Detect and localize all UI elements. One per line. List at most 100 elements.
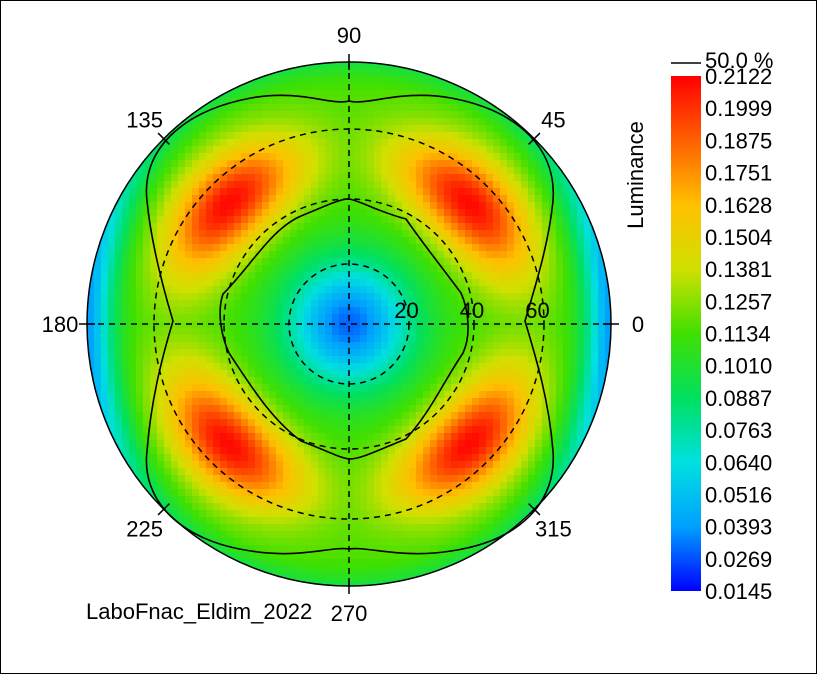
heatmap-cell <box>262 335 270 343</box>
heatmap-cell <box>409 356 417 364</box>
heatmap-cell <box>472 398 480 406</box>
heatmap-cell <box>374 405 382 413</box>
heatmap-cell <box>129 356 137 364</box>
heatmap-cell <box>311 181 319 189</box>
heatmap-cell <box>234 90 242 98</box>
heatmap-cell <box>283 538 291 546</box>
heatmap-cell <box>269 216 277 224</box>
heatmap-cell <box>388 251 396 259</box>
heatmap-cell <box>479 405 487 413</box>
heatmap-cell <box>416 580 424 586</box>
heatmap-cell <box>479 468 487 476</box>
heatmap-cell <box>227 496 235 504</box>
heatmap-cell <box>220 251 228 259</box>
heatmap-cell <box>493 286 501 294</box>
heatmap-cell <box>346 286 354 294</box>
heatmap-cell <box>521 489 529 497</box>
heatmap-cell <box>458 258 466 266</box>
heatmap-cell <box>381 118 389 126</box>
heatmap-cell <box>122 426 130 434</box>
heatmap-cell <box>409 531 417 539</box>
heatmap-cell <box>227 349 235 357</box>
heatmap-cell <box>325 531 333 539</box>
heatmap-cell <box>199 335 207 343</box>
heatmap-cell <box>304 69 312 77</box>
heatmap-cell <box>318 447 326 455</box>
heatmap-cell <box>430 489 438 497</box>
heatmap-cell <box>136 328 144 336</box>
heatmap-cell <box>521 293 529 301</box>
heatmap-cell <box>535 440 543 448</box>
heatmap-cell <box>479 503 487 511</box>
heatmap-cell <box>500 482 508 490</box>
heatmap-cell <box>598 258 606 266</box>
heatmap-cell <box>549 398 557 406</box>
heatmap-cell <box>206 335 214 343</box>
heatmap-cell <box>269 531 277 539</box>
heatmap-cell <box>255 251 263 259</box>
heatmap-cell <box>241 461 249 469</box>
heatmap-cell <box>605 314 611 322</box>
heatmap-cell <box>227 265 235 273</box>
heatmap-cell <box>542 139 550 147</box>
heatmap-cell <box>276 384 284 392</box>
heatmap-cell <box>353 447 361 455</box>
heatmap-cell <box>444 447 452 455</box>
heatmap-cell <box>472 139 480 147</box>
heatmap-cell <box>150 223 158 231</box>
heatmap-cell <box>276 153 284 161</box>
heatmap-cell <box>248 454 256 462</box>
heatmap-cell <box>318 538 326 546</box>
heatmap-cell <box>157 146 165 154</box>
heatmap-cell <box>213 174 221 182</box>
heatmap-cell <box>94 356 102 364</box>
heatmap-cell <box>402 349 410 357</box>
heatmap-cell <box>381 153 389 161</box>
heatmap-cell <box>458 216 466 224</box>
heatmap-cell <box>423 342 431 350</box>
heatmap-cell <box>444 496 452 504</box>
heatmap-cell <box>332 517 340 525</box>
heatmap-cell <box>451 237 459 245</box>
heatmap-cell <box>416 118 424 126</box>
heatmap-cell <box>381 496 389 504</box>
heatmap-cell <box>465 195 473 203</box>
heatmap-cell <box>255 517 263 525</box>
heatmap-cell <box>227 244 235 252</box>
heatmap-cell <box>430 342 438 350</box>
heatmap-cell <box>234 384 242 392</box>
heatmap-cell <box>360 132 368 140</box>
heatmap-cell <box>332 391 340 399</box>
heatmap-cell <box>563 426 571 434</box>
heatmap-cell <box>248 377 256 385</box>
heatmap-cell <box>220 510 228 518</box>
heatmap-cell <box>584 412 592 420</box>
heatmap-cell <box>465 104 473 112</box>
heatmap-cell <box>227 97 235 105</box>
heatmap-cell <box>234 412 242 420</box>
heatmap-cell <box>437 321 445 329</box>
heatmap-cell <box>493 160 501 168</box>
heatmap-cell <box>283 391 291 399</box>
heatmap-cell <box>514 510 522 518</box>
heatmap-cell <box>465 447 473 455</box>
heatmap-cell <box>395 216 403 224</box>
heatmap-cell <box>437 510 445 518</box>
heatmap-cell <box>325 363 333 371</box>
heatmap-cell <box>374 412 382 420</box>
heatmap-cell <box>367 286 375 294</box>
heatmap-cell <box>521 146 529 154</box>
heatmap-cell <box>507 314 515 322</box>
heatmap-cell <box>325 76 333 84</box>
heatmap-cell <box>129 328 137 336</box>
heatmap-cell <box>528 265 536 273</box>
heatmap-cell <box>409 125 417 133</box>
heatmap-cell <box>143 342 151 350</box>
heatmap-cell <box>241 279 249 287</box>
heatmap-cell <box>290 174 298 182</box>
heatmap-cell <box>269 405 277 413</box>
heatmap-cell <box>192 412 200 420</box>
heatmap-cell <box>248 391 256 399</box>
heatmap-cell <box>479 447 487 455</box>
